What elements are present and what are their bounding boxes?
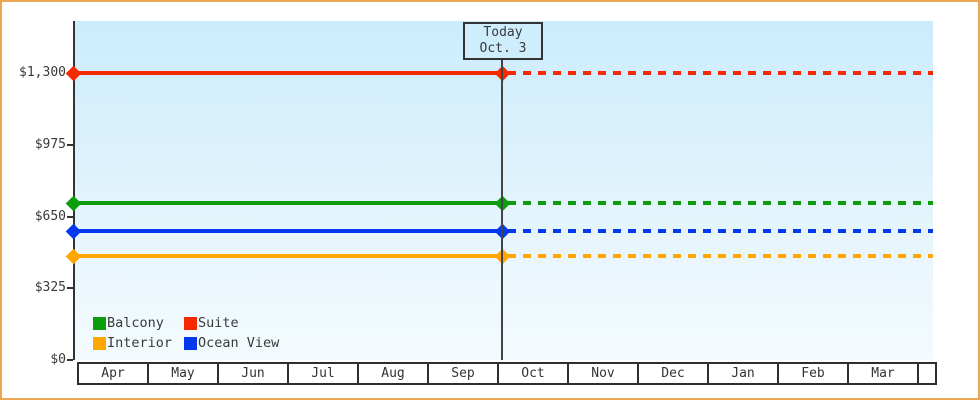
price-line-solid <box>75 254 502 258</box>
month-cell: Feb <box>779 364 849 383</box>
today-annotation-box: Today Oct. 3 <box>463 22 543 60</box>
today-label: Today <box>483 25 523 40</box>
price-line-solid <box>75 71 502 75</box>
price-line-projected-dashed <box>508 229 933 233</box>
price-line-projected-dashed <box>508 201 933 205</box>
today-date: Oct. 3 <box>479 41 527 56</box>
price-line-solid <box>75 201 502 205</box>
month-cell-partial <box>919 364 935 383</box>
y-tick-mark <box>67 144 73 146</box>
y-tick-label: $325 <box>34 280 66 295</box>
price-line-projected-dashed <box>508 71 933 75</box>
month-cell: Apr <box>79 364 149 383</box>
y-tick-label: $650 <box>34 209 66 224</box>
month-cell: Aug <box>359 364 429 383</box>
month-cell: Nov <box>569 364 639 383</box>
y-tick-mark <box>67 216 73 218</box>
month-cell: May <box>149 364 219 383</box>
price-line-solid <box>75 229 502 233</box>
month-cell: Mar <box>849 364 919 383</box>
y-tick-label: $0 <box>50 352 66 367</box>
y-tick-label: $975 <box>34 137 66 152</box>
month-cell: Sep <box>429 364 499 383</box>
month-cell: Dec <box>639 364 709 383</box>
month-cell: Oct <box>499 364 569 383</box>
month-cell: Jan <box>709 364 779 383</box>
y-tick-mark <box>67 287 73 289</box>
x-axis-month-row: Apr May Jun Jul Aug Sep Oct Nov Dec Jan Feb Mar <box>77 362 937 385</box>
month-cell: Jul <box>289 364 359 383</box>
price-line-projected-dashed <box>508 254 933 258</box>
month-cell: Jun <box>219 364 289 383</box>
y-tick-label: $1,300 <box>19 65 66 80</box>
y-tick-mark <box>67 359 73 361</box>
today-vertical-line <box>501 59 503 360</box>
y-axis-line <box>73 21 75 360</box>
